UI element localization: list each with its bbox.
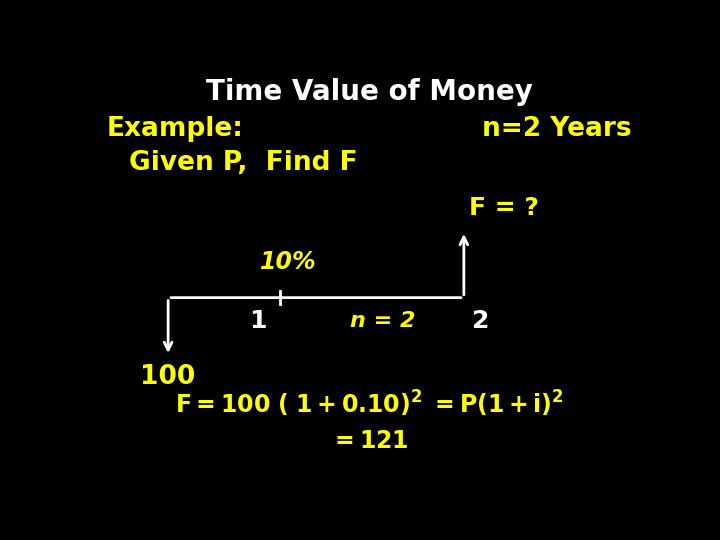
Text: $\bf{= 121}$: $\bf{= 121}$: [330, 429, 408, 453]
Text: 10%: 10%: [260, 251, 316, 274]
Text: Given P,  Find F: Given P, Find F: [129, 150, 358, 176]
Text: Example:: Example:: [107, 116, 243, 142]
Text: $\bf{F = 100\ (\ 1 + 0.10)^2\ =P(1+i)^2}$: $\bf{F = 100\ (\ 1 + 0.10)^2\ =P(1+i)^2}…: [174, 389, 564, 419]
Text: F = ?: F = ?: [469, 196, 539, 220]
Text: n=2 Years: n=2 Years: [482, 116, 631, 142]
Text: 100: 100: [140, 363, 196, 390]
Text: Time Value of Money: Time Value of Money: [206, 78, 532, 106]
Text: 2: 2: [472, 308, 490, 333]
Text: 1: 1: [248, 308, 266, 333]
Text: n = 2: n = 2: [350, 310, 415, 330]
